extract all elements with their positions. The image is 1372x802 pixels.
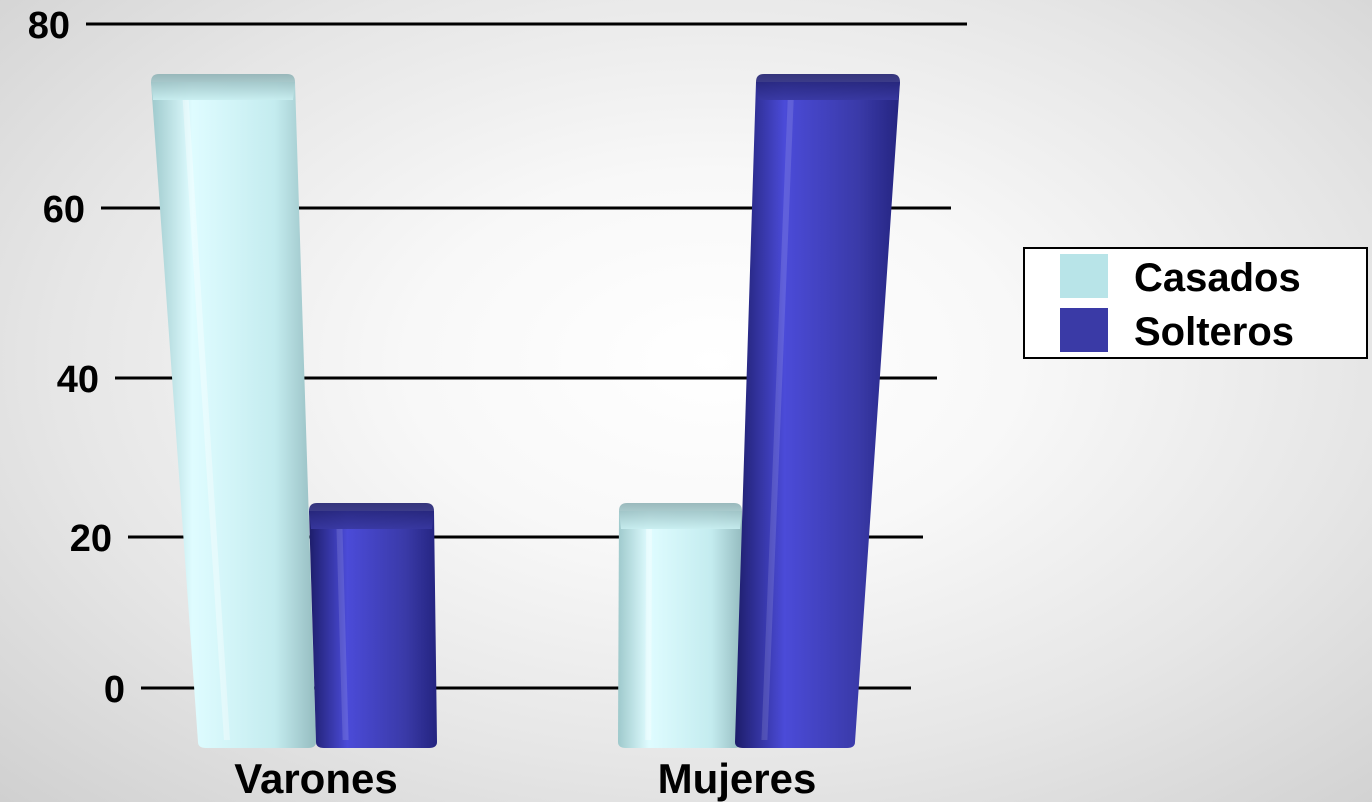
bar-casados-varones <box>151 74 316 748</box>
x-axis-categories: Varones Mujeres <box>234 755 816 802</box>
bar-casados-mujeres <box>618 503 742 748</box>
bar-solteros-varones <box>309 503 437 748</box>
y-axis-ticks: 0 20 40 60 80 <box>28 5 125 711</box>
legend-label-casados: Casados <box>1134 256 1301 300</box>
y-tick-label: 0 <box>104 669 125 711</box>
y-tick-label: 80 <box>28 5 70 47</box>
y-tick-label: 40 <box>57 359 99 401</box>
x-category-label: Varones <box>234 755 397 802</box>
y-tick-label: 60 <box>43 189 85 231</box>
y-tick-label: 20 <box>70 518 112 560</box>
x-category-label: Mujeres <box>658 755 817 802</box>
bar-solteros-mujeres <box>735 74 900 748</box>
legend: Casados Solteros <box>1023 247 1368 359</box>
legend-label-solteros: Solteros <box>1134 310 1294 354</box>
bars <box>151 74 900 748</box>
legend-swatch-solteros <box>1060 308 1108 352</box>
legend-swatch-casados <box>1060 254 1108 298</box>
